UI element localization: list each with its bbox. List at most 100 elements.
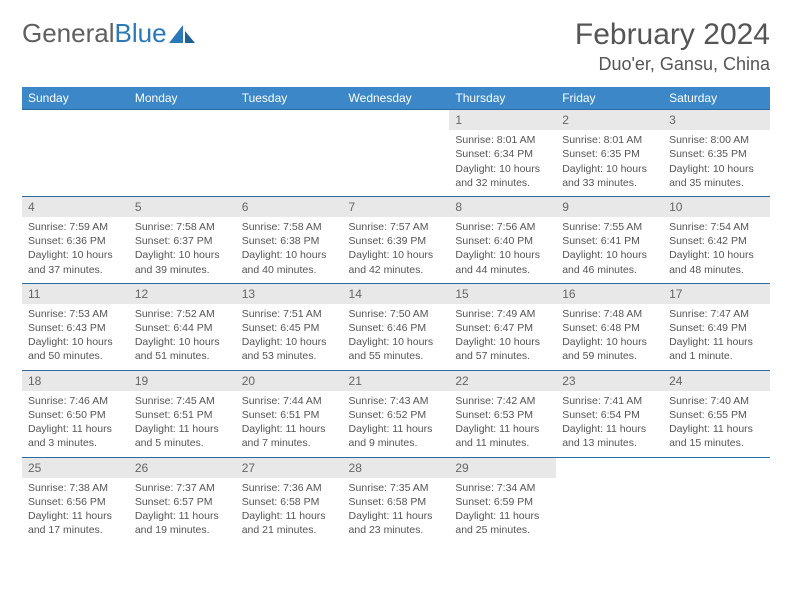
sunset-text: Sunset: 6:53 PM [455,408,550,422]
sunrise-text: Sunrise: 7:51 AM [242,307,337,321]
day-cell [556,457,663,543]
day-body: Sunrise: 7:47 AMSunset: 6:49 PMDaylight:… [663,304,770,370]
daylight-text: Daylight: 11 hours and 17 minutes. [28,509,123,537]
day-cell: 15Sunrise: 7:49 AMSunset: 6:47 PMDayligh… [449,283,556,370]
calendar-table: SundayMondayTuesdayWednesdayThursdayFrid… [22,87,770,543]
brand-logo: GeneralBlue [22,18,195,49]
daylight-text: Daylight: 10 hours and 48 minutes. [669,248,764,276]
day-cell: 19Sunrise: 7:45 AMSunset: 6:51 PMDayligh… [129,370,236,457]
day-cell: 18Sunrise: 7:46 AMSunset: 6:50 PMDayligh… [22,370,129,457]
day-number: 17 [663,284,770,304]
day-number: 19 [129,371,236,391]
day-cell: 1Sunrise: 8:01 AMSunset: 6:34 PMDaylight… [449,110,556,197]
sunrise-text: Sunrise: 7:52 AM [135,307,230,321]
daylight-text: Daylight: 11 hours and 13 minutes. [562,422,657,450]
day-body: Sunrise: 7:36 AMSunset: 6:58 PMDaylight:… [236,478,343,544]
sunrise-text: Sunrise: 7:44 AM [242,394,337,408]
brand-part1: General [22,18,115,49]
day-header: Monday [129,87,236,110]
day-header: Friday [556,87,663,110]
sunset-text: Sunset: 6:54 PM [562,408,657,422]
sunrise-text: Sunrise: 7:58 AM [242,220,337,234]
sunrise-text: Sunrise: 7:41 AM [562,394,657,408]
sunrise-text: Sunrise: 8:01 AM [455,133,550,147]
day-cell [22,110,129,197]
location-label: Duo'er, Gansu, China [575,54,770,75]
sunrise-text: Sunrise: 7:48 AM [562,307,657,321]
day-number: 26 [129,458,236,478]
brand-part2: Blue [115,18,167,49]
daylight-text: Daylight: 10 hours and 33 minutes. [562,162,657,190]
sunrise-text: Sunrise: 7:56 AM [455,220,550,234]
day-header: Tuesday [236,87,343,110]
sunrise-text: Sunrise: 7:38 AM [28,481,123,495]
daylight-text: Daylight: 10 hours and 42 minutes. [349,248,444,276]
day-number: 11 [22,284,129,304]
sunset-text: Sunset: 6:51 PM [242,408,337,422]
title-block: February 2024 Duo'er, Gansu, China [575,18,770,75]
day-cell: 4Sunrise: 7:59 AMSunset: 6:36 PMDaylight… [22,196,129,283]
daylight-text: Daylight: 11 hours and 21 minutes. [242,509,337,537]
week-row: 1Sunrise: 8:01 AMSunset: 6:34 PMDaylight… [22,110,770,197]
day-number: 9 [556,197,663,217]
day-body: Sunrise: 7:53 AMSunset: 6:43 PMDaylight:… [22,304,129,370]
day-body: Sunrise: 7:35 AMSunset: 6:58 PMDaylight:… [343,478,450,544]
daylight-text: Daylight: 10 hours and 32 minutes. [455,162,550,190]
logo-sail-icon [169,25,195,43]
day-body: Sunrise: 7:43 AMSunset: 6:52 PMDaylight:… [343,391,450,457]
day-number: 16 [556,284,663,304]
sunrise-text: Sunrise: 7:35 AM [349,481,444,495]
sunset-text: Sunset: 6:57 PM [135,495,230,509]
daylight-text: Daylight: 11 hours and 11 minutes. [455,422,550,450]
day-body: Sunrise: 7:48 AMSunset: 6:48 PMDaylight:… [556,304,663,370]
sunset-text: Sunset: 6:55 PM [669,408,764,422]
sunrise-text: Sunrise: 7:49 AM [455,307,550,321]
day-body: Sunrise: 7:58 AMSunset: 6:38 PMDaylight:… [236,217,343,283]
sunrise-text: Sunrise: 7:45 AM [135,394,230,408]
sunrise-text: Sunrise: 7:46 AM [28,394,123,408]
day-number: 8 [449,197,556,217]
week-row: 18Sunrise: 7:46 AMSunset: 6:50 PMDayligh… [22,370,770,457]
day-body: Sunrise: 7:52 AMSunset: 6:44 PMDaylight:… [129,304,236,370]
daylight-text: Daylight: 10 hours and 35 minutes. [669,162,764,190]
day-number: 7 [343,197,450,217]
day-cell [663,457,770,543]
sunset-text: Sunset: 6:58 PM [349,495,444,509]
day-cell: 13Sunrise: 7:51 AMSunset: 6:45 PMDayligh… [236,283,343,370]
daylight-text: Daylight: 10 hours and 40 minutes. [242,248,337,276]
calendar-body: 1Sunrise: 8:01 AMSunset: 6:34 PMDaylight… [22,110,770,544]
sunrise-text: Sunrise: 7:53 AM [28,307,123,321]
sunrise-text: Sunrise: 7:57 AM [349,220,444,234]
daylight-text: Daylight: 10 hours and 46 minutes. [562,248,657,276]
day-cell: 10Sunrise: 7:54 AMSunset: 6:42 PMDayligh… [663,196,770,283]
month-title: February 2024 [575,18,770,52]
daylight-text: Daylight: 10 hours and 59 minutes. [562,335,657,363]
day-number: 5 [129,197,236,217]
day-body: Sunrise: 7:49 AMSunset: 6:47 PMDaylight:… [449,304,556,370]
day-number: 29 [449,458,556,478]
day-number: 10 [663,197,770,217]
day-cell: 8Sunrise: 7:56 AMSunset: 6:40 PMDaylight… [449,196,556,283]
day-cell: 5Sunrise: 7:58 AMSunset: 6:37 PMDaylight… [129,196,236,283]
day-body: Sunrise: 7:51 AMSunset: 6:45 PMDaylight:… [236,304,343,370]
day-cell: 20 Sunrise: 7:44 AMSunset: 6:51 PMDayligh… [236,370,343,457]
sunset-text: Sunset: 6:36 PM [28,234,123,248]
sunset-text: Sunset: 6:49 PM [669,321,764,335]
day-cell: 24Sunrise: 7:40 AMSunset: 6:55 PMDayligh… [663,370,770,457]
day-header: Thursday [449,87,556,110]
daylight-text: Daylight: 11 hours and 1 minute. [669,335,764,363]
day-number: 20 [236,371,343,391]
day-body: Sunrise: 7:45 AMSunset: 6:51 PMDaylight:… [129,391,236,457]
day-cell: 22Sunrise: 7:42 AMSunset: 6:53 PMDayligh… [449,370,556,457]
day-body: Sunrise: 7:37 AMSunset: 6:57 PMDaylight:… [129,478,236,544]
daylight-text: Daylight: 11 hours and 7 minutes. [242,422,337,450]
day-body: Sunrise: 7:46 AMSunset: 6:50 PMDaylight:… [22,391,129,457]
daylight-text: Daylight: 11 hours and 9 minutes. [349,422,444,450]
sunset-text: Sunset: 6:50 PM [28,408,123,422]
sunrise-text: Sunrise: 7:34 AM [455,481,550,495]
day-number: 25 [22,458,129,478]
daylight-text: Daylight: 10 hours and 51 minutes. [135,335,230,363]
day-body: Sunrise: 7:38 AMSunset: 6:56 PMDaylight:… [22,478,129,544]
sunset-text: Sunset: 6:48 PM [562,321,657,335]
sunset-text: Sunset: 6:46 PM [349,321,444,335]
